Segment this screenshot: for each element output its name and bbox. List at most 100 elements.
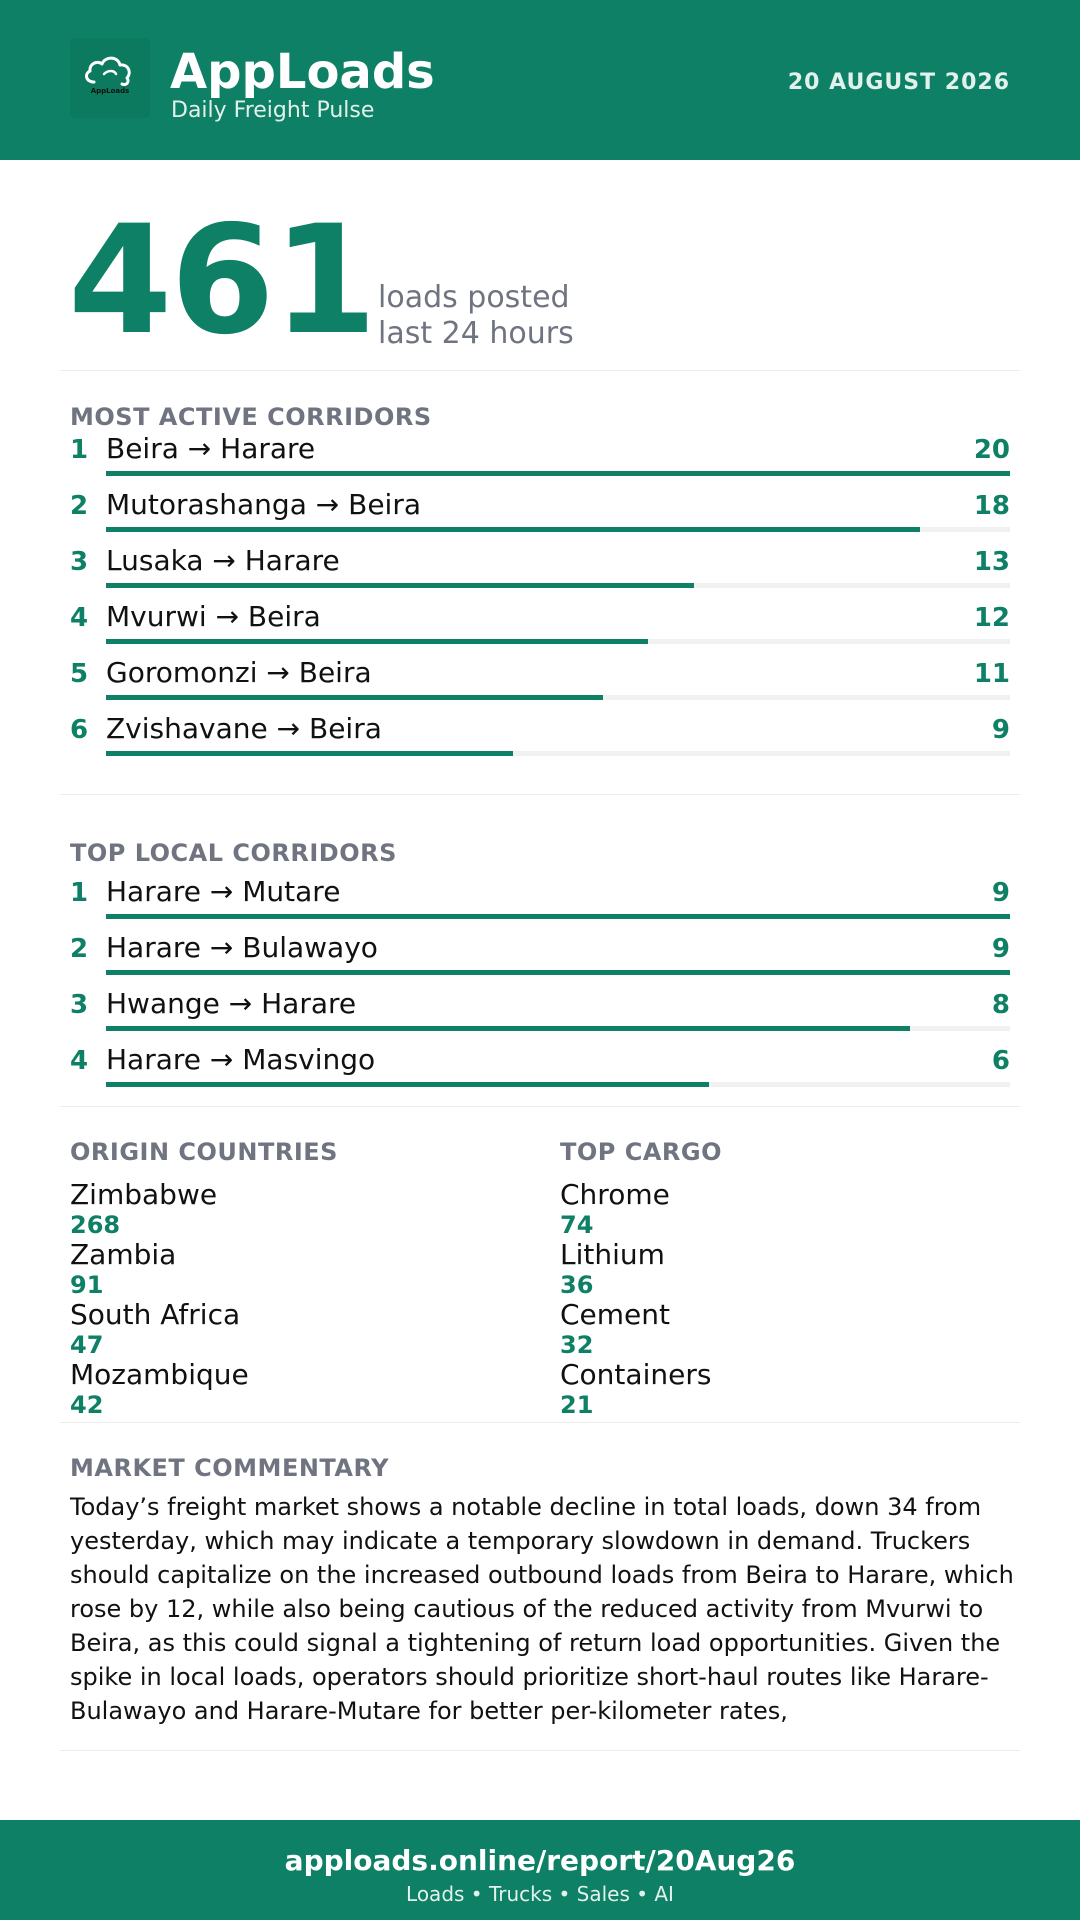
corridor-route: Harare → Bulawayo <box>106 931 378 964</box>
corridor-row: 3 Lusaka → Harare 13 <box>0 544 1080 605</box>
corridor-bar-track <box>106 1082 1010 1087</box>
corridor-route: Beira → Harare <box>106 432 316 465</box>
corridor-rank: 3 <box>70 990 89 1020</box>
corridor-route: Harare → Mutare <box>106 875 341 908</box>
corridor-count: 8 <box>991 990 1010 1020</box>
stat-name: South Africa <box>70 1298 241 1331</box>
corridor-row: 4 Mvurwi → Beira 12 <box>0 600 1080 661</box>
corridor-route: Mvurwi → Beira <box>106 600 321 633</box>
stat-name: Zambia <box>70 1238 177 1271</box>
top-cargo-section: TOP CARGO Chrome 74 Lithium 36 Cement 32 Conta… <box>560 1140 1000 1419</box>
corridor-rank: 2 <box>70 934 89 964</box>
corridor-bar-track <box>106 471 1010 476</box>
corridor-route: Lusaka → Harare <box>106 544 340 577</box>
corridor-bar-track <box>106 1026 1010 1031</box>
corridor-row: 4 Harare → Masvingo 6 <box>0 1043 1080 1104</box>
corridor-rank: 2 <box>70 491 89 521</box>
corridor-count: 6 <box>991 1046 1010 1076</box>
corridor-rank: 1 <box>70 878 89 908</box>
header-bar: AppLoads AppLoads Daily Freight Pulse 20… <box>0 0 1080 160</box>
footer-tagline: Loads • Trucks • Sales • AI <box>406 1882 674 1906</box>
corridor-route: Zvishavane → Beira <box>106 712 382 745</box>
total-loads-label-line2: last 24 hours <box>378 316 574 351</box>
stat-name: Containers <box>560 1358 712 1391</box>
corridor-bar-fill <box>106 1082 709 1087</box>
commentary-text: Today’s freight market shows a notable d… <box>70 1493 1014 1725</box>
corridor-bar-track <box>106 527 1010 532</box>
corridor-bar-fill <box>106 527 920 532</box>
corridor-row: 2 Mutorashanga → Beira 18 <box>0 488 1080 549</box>
total-loads-number: 461 <box>68 194 377 368</box>
stat-value: 36 <box>560 1271 594 1299</box>
divider <box>60 794 1020 795</box>
divider <box>60 1750 1020 1751</box>
brand-name: AppLoads <box>170 44 435 100</box>
corridor-row: 3 Hwange → Harare 8 <box>0 987 1080 1048</box>
corridor-row: 1 Beira → Harare 20 <box>0 432 1080 493</box>
corridor-bar-fill <box>106 695 604 700</box>
corridor-count: 18 <box>973 491 1010 521</box>
logo-text: AppLoads <box>91 87 130 95</box>
stat-name: Chrome <box>560 1178 670 1211</box>
corridor-bar-fill <box>106 970 1010 975</box>
report-date: 20 AUGUST 2026 <box>787 70 1010 95</box>
commentary-title: MARKET COMMENTARY <box>70 1454 390 1482</box>
corridor-bar-fill <box>106 583 694 588</box>
stat-name: Lithium <box>560 1238 665 1271</box>
corridor-route: Harare → Masvingo <box>106 1043 376 1076</box>
corridor-count: 9 <box>991 878 1010 908</box>
divider <box>60 370 1020 371</box>
top-local-title: TOP LOCAL CORRIDORS <box>70 839 397 867</box>
stat-name: Mozambique <box>70 1358 249 1391</box>
cloud-loads-icon: AppLoads <box>85 56 131 95</box>
report-url-link[interactable]: apploads.online/report/20Aug26 <box>284 1844 796 1877</box>
stat-value: 21 <box>560 1391 594 1419</box>
corridor-bar-track <box>106 639 1010 644</box>
origin-countries-title: ORIGIN COUNTRIES <box>70 1138 338 1166</box>
app-logo[interactable]: AppLoads <box>70 38 150 118</box>
stat-value: 268 <box>70 1211 121 1239</box>
divider <box>60 1106 1020 1107</box>
corridor-count: 12 <box>973 603 1010 633</box>
most-active-title: MOST ACTIVE CORRIDORS <box>70 403 432 431</box>
brand-subtitle: Daily Freight Pulse <box>171 98 375 123</box>
corridor-bar-track <box>106 583 1010 588</box>
corridor-count: 13 <box>973 547 1010 577</box>
corridor-bar-fill <box>106 1026 910 1031</box>
corridor-bar-track <box>106 914 1010 919</box>
stat-value: 74 <box>560 1211 594 1239</box>
corridor-count: 20 <box>973 435 1010 465</box>
stat-value: 42 <box>70 1391 104 1419</box>
stat-value: 47 <box>70 1331 104 1359</box>
corridor-bar-fill <box>106 471 1010 476</box>
corridor-rank: 5 <box>70 659 89 689</box>
origin-countries-section: ORIGIN COUNTRIES Zimbabwe 268 Zambia 91 Sout… <box>70 1140 510 1419</box>
corridor-route: Mutorashanga → Beira <box>106 488 421 521</box>
footer-bar: apploads.online/report/20Aug26 Loads • T… <box>0 1820 1080 1920</box>
corridor-bar-fill <box>106 914 1010 919</box>
corridor-bar-track <box>106 970 1010 975</box>
corridor-count: 9 <box>991 934 1010 964</box>
corridor-count: 9 <box>991 715 1010 745</box>
corridor-rank: 4 <box>70 603 89 633</box>
corridor-row: 2 Harare → Bulawayo 9 <box>0 931 1080 992</box>
corridor-row: 6 Zvishavane → Beira 9 <box>0 712 1080 773</box>
corridor-row: 1 Harare → Mutare 9 <box>0 875 1080 936</box>
corridor-route: Hwange → Harare <box>106 987 357 1020</box>
corridor-row: 5 Goromonzi → Beira 11 <box>0 659 1080 717</box>
stat-value: 32 <box>560 1331 594 1359</box>
corridor-bar-track <box>106 751 1010 756</box>
corridor-bar-fill <box>106 639 649 644</box>
total-loads-label-line1: loads posted <box>378 280 570 315</box>
corridor-bar-track <box>106 695 1010 700</box>
divider <box>60 1422 1020 1423</box>
corridor-count: 11 <box>973 659 1010 689</box>
stat-value: 91 <box>70 1271 104 1299</box>
corridor-rank: 3 <box>70 547 89 577</box>
corridor-rank: 4 <box>70 1046 89 1076</box>
stat-name: Cement <box>560 1298 671 1331</box>
corridor-rank: 6 <box>70 715 89 745</box>
corridor-bar-fill <box>106 751 513 756</box>
top-cargo-title: TOP CARGO <box>560 1138 722 1166</box>
corridor-rank: 1 <box>70 435 89 465</box>
